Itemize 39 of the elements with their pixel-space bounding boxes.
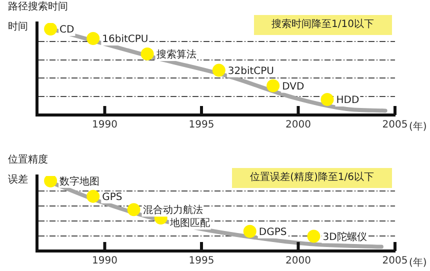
- point: [266, 79, 280, 92]
- point: [140, 47, 154, 60]
- annotation: CD: [60, 24, 75, 36]
- annotation: 搜索算法: [156, 48, 196, 61]
- annotation: GPS: [102, 192, 122, 203]
- point: [86, 32, 100, 45]
- x-tick-label: 1990: [92, 256, 118, 267]
- x-tick-label: 2005: [382, 120, 408, 131]
- y-axis-title: 时间: [8, 20, 28, 33]
- annotation: 16bitCPU: [102, 34, 148, 46]
- annotation: DGPS: [258, 226, 287, 238]
- x-axis-title: (年): [409, 120, 427, 133]
- x-tick-label: 1995: [188, 256, 214, 267]
- x-axis-title: (年): [409, 256, 427, 269]
- annotation: 3D陀螺仪: [322, 230, 367, 243]
- x-tick-label: 2000: [286, 120, 311, 131]
- x-tick-label: 1995: [188, 120, 214, 131]
- point: [212, 64, 226, 77]
- annotation: DVD: [282, 81, 304, 92]
- x-tick-label: 2000: [286, 256, 311, 267]
- x-tick-label: 1990: [92, 120, 118, 131]
- chart-title: 位置精度: [8, 154, 48, 166]
- chart-title: 路径搜索时间: [8, 0, 68, 13]
- x-tick-label: 2005: [382, 256, 408, 267]
- point: [44, 23, 58, 36]
- y-axis-title: 误差: [8, 174, 28, 186]
- annotation: 地图匹配: [168, 217, 210, 230]
- annotation: 数字地图: [60, 176, 100, 188]
- point: [307, 230, 320, 243]
- point: [86, 190, 100, 203]
- point: [44, 176, 58, 188]
- annotation: 混合动力航法: [142, 204, 203, 216]
- note-box: 搜索时间降至1/10以下: [254, 15, 392, 35]
- point: [320, 93, 334, 106]
- annotation: HDD: [336, 95, 360, 106]
- point: [243, 224, 256, 238]
- point: [127, 203, 140, 216]
- annotation: 32bitCPU: [228, 66, 274, 77]
- note-box: 位置误差(精度)降至1/6以下: [232, 168, 392, 188]
